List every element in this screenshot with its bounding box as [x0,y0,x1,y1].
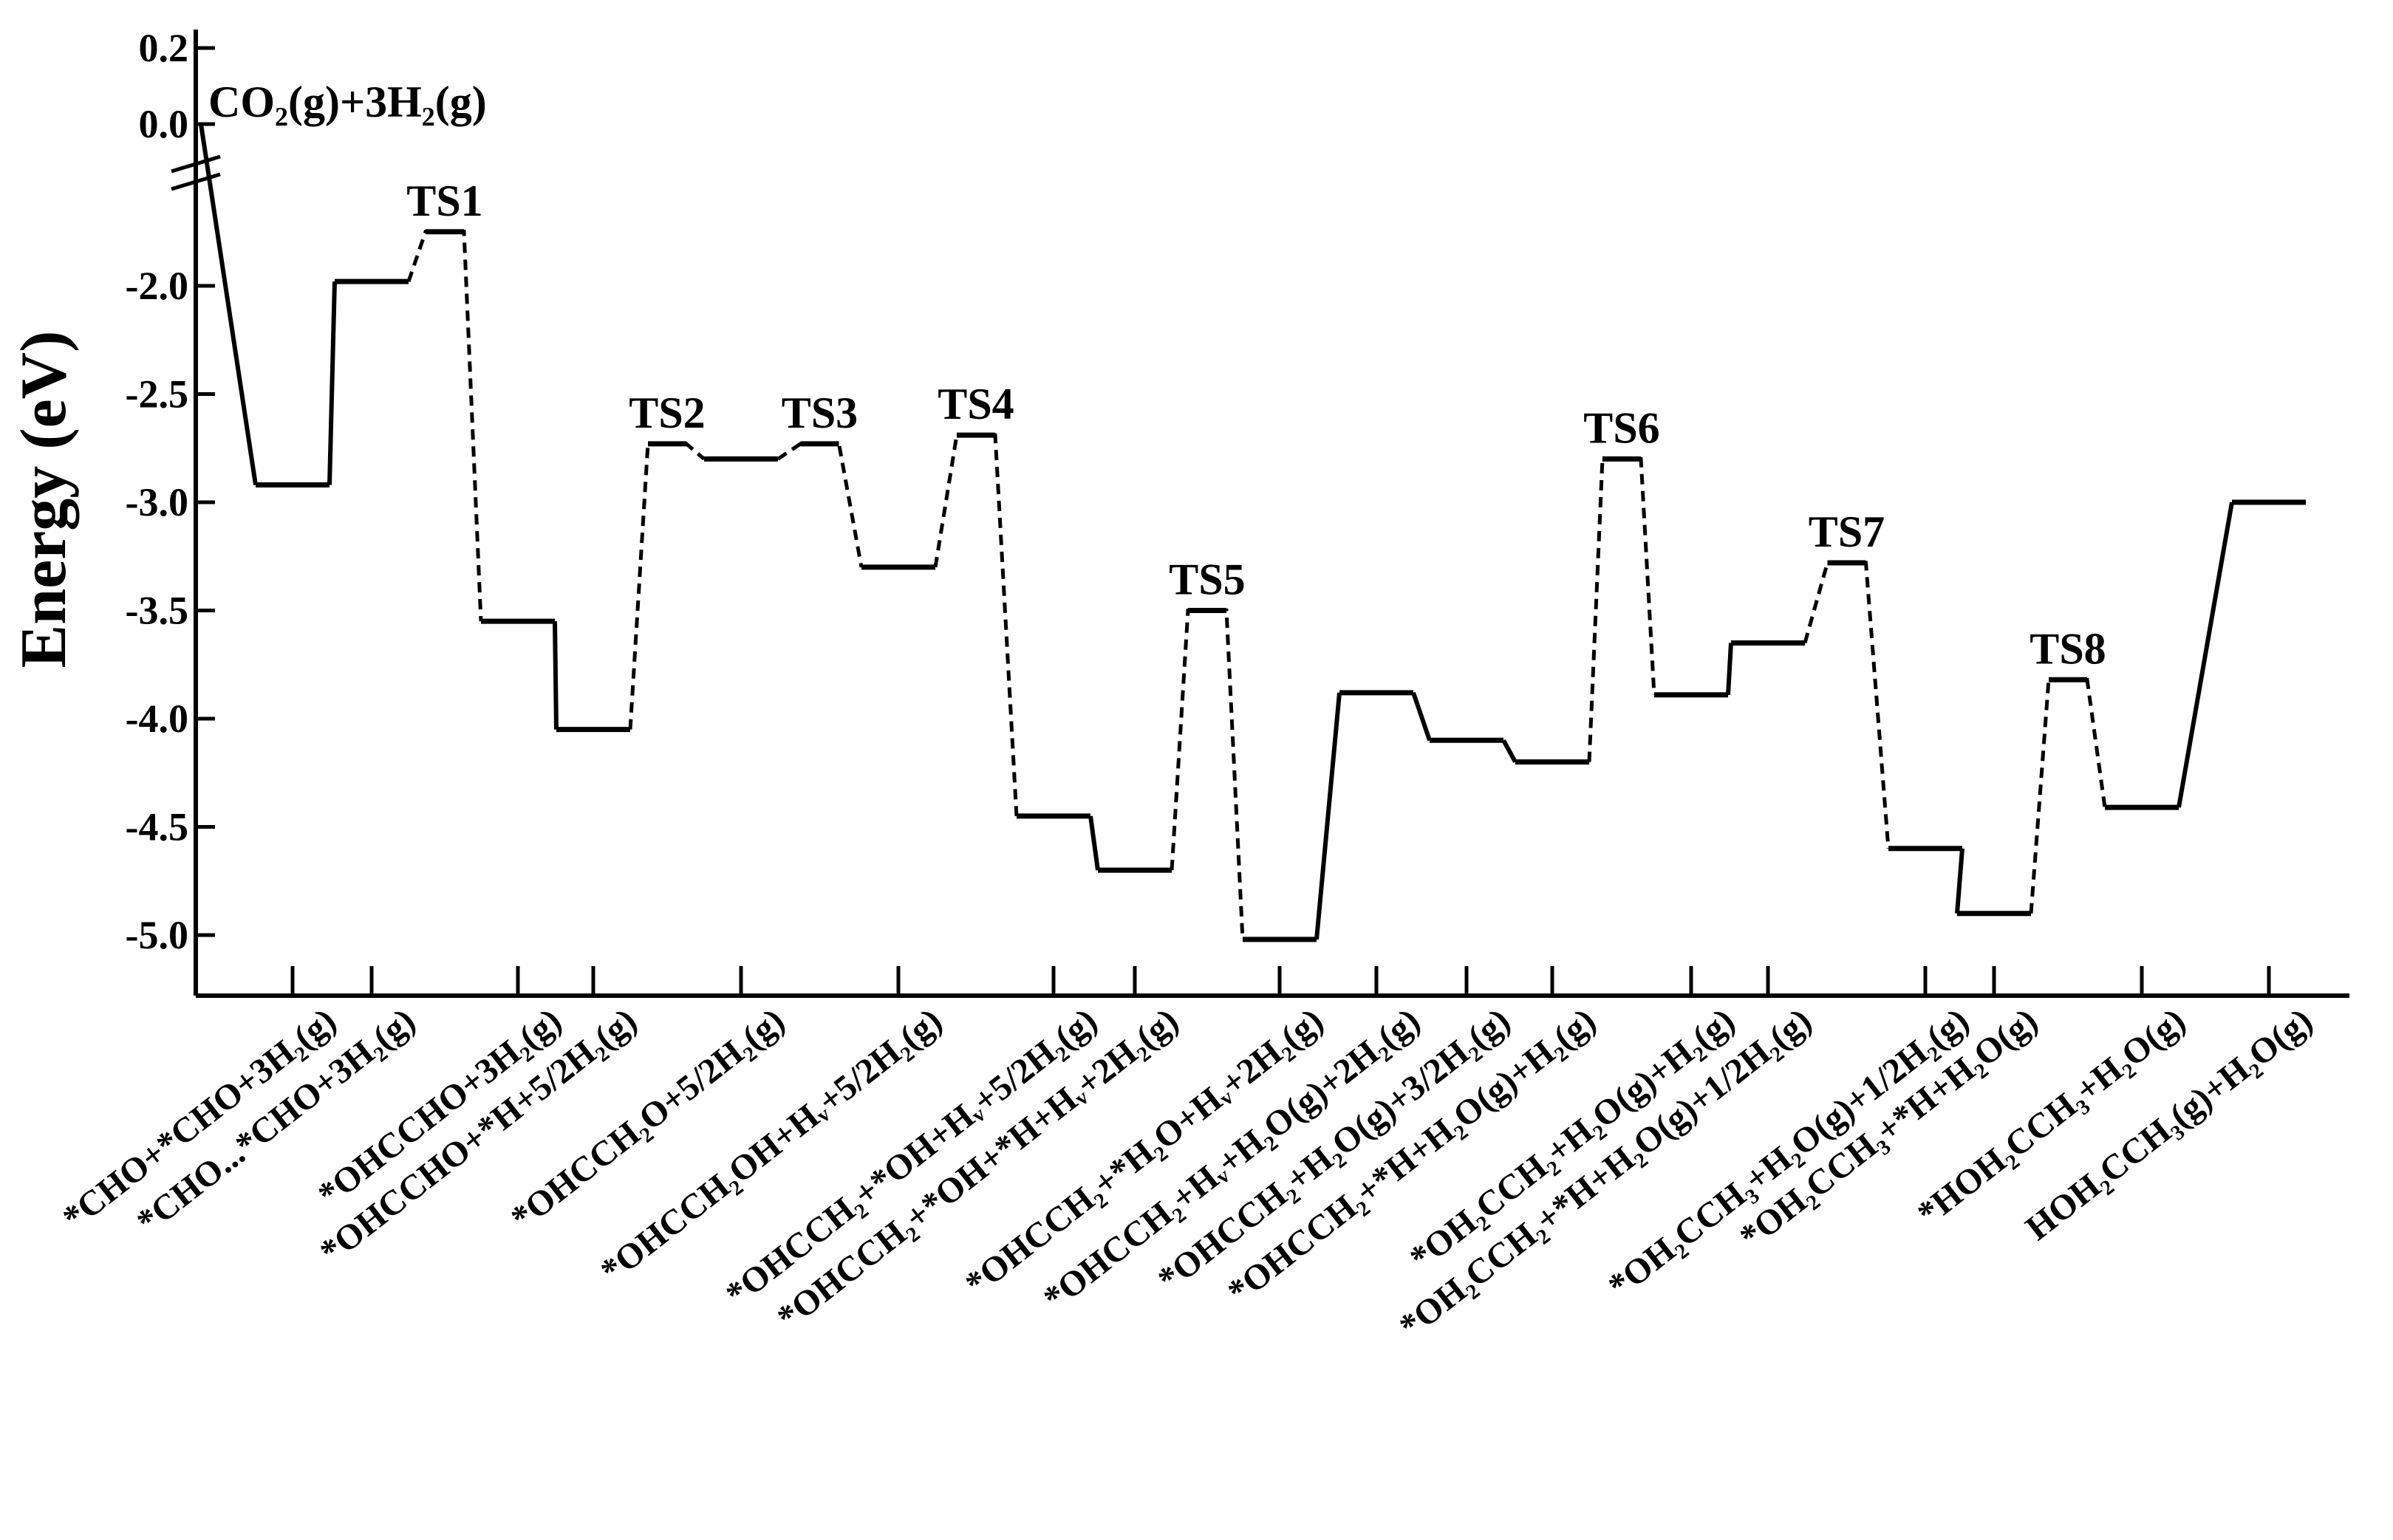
connector-solid [1411,691,1432,742]
start-state-label: CO₂(g)+3H₂(g) [208,78,487,126]
connector-solid [199,123,258,486]
connector-solid [2177,502,2234,808]
connector-solid [1314,692,1342,940]
transition-path-dashed [1170,609,1245,940]
connector-solid [1088,815,1100,871]
x-ticks [290,966,2271,996]
y-tick-label: -3.5 [126,589,188,633]
y-tick-label: -2.0 [126,264,188,308]
transition-path-dashed [1803,561,1891,849]
connector-solid [1955,848,1964,914]
y-tick-label: -5.0 [126,913,188,957]
y-ticks: 0.2 0.0 -2.0 -2.5 -3.0 -3.5 -4.0 -4.5 -5.0 [126,26,215,957]
y-tick-label: 0.0 [139,102,189,146]
ts-label: TS4 [938,380,1014,428]
axis-break-mark [171,172,221,191]
transition-path-dashed [2029,677,2107,914]
transition-path-dashed [406,230,483,622]
ts-label: TS1 [406,177,482,225]
category-labels: *CHO+*CHO+3H₂(g)*CHO...*CHO+3H₂(g)*OHCCH… [55,1001,2320,1346]
y-axis-title: Energy (eV) [8,331,80,668]
category-label: *OHCCH₂+H₂O(g)+3/2H₂(g) [1150,1001,1517,1299]
ts-label: TS7 [1809,507,1885,556]
y-tick-label: -4.0 [126,697,188,741]
y-tick-label: 0.2 [139,26,189,70]
y-tick-label: -2.5 [126,372,188,417]
connector-solid [553,621,559,730]
transition-path-dashed [776,442,864,568]
category-label: *OHCCH₂+Hᵥ+H₂O(g)+2H₂(g) [1037,1001,1427,1318]
y-tick-label: -4.5 [126,805,188,849]
transition-state-labels: TS1 TS2 TS3 TS4 TS5 TS6 TS7 TS8 [406,177,2106,674]
axis-break-mark [171,154,221,174]
ts-label: TS6 [1583,403,1659,452]
transition-path-dashed [1587,456,1656,762]
ts-label: TS5 [1169,555,1245,604]
axes [171,30,2349,998]
transition-path-dashed [933,433,1019,816]
y-tick-label: -3.0 [126,480,188,524]
connector-solid [1726,643,1733,695]
ts-label: TS8 [2030,624,2106,673]
ts-label: TS2 [629,389,705,437]
ts-label: TS3 [782,389,858,437]
connector-solid [327,281,337,485]
connector-solid [1501,739,1518,764]
reaction-path [199,123,2306,942]
transition-path-dashed [628,442,706,730]
